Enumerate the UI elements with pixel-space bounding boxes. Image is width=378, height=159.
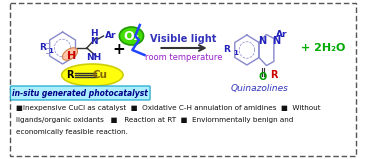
Text: in-situ generated photocatalyst: in-situ generated photocatalyst [12, 89, 148, 97]
Ellipse shape [62, 48, 77, 60]
FancyBboxPatch shape [11, 86, 150, 100]
Text: O₂: O₂ [124, 30, 139, 42]
Text: room temperature: room temperature [145, 52, 222, 62]
Text: R: R [223, 45, 230, 55]
Text: economically feasible reaction.: economically feasible reaction. [16, 129, 128, 135]
Text: N: N [258, 37, 266, 46]
Text: ■Inexpensive CuCl as catalyst  ■  Oxidative C-H annulation of amidines  ■  Witho: ■Inexpensive CuCl as catalyst ■ Oxidativ… [16, 105, 321, 111]
Text: 1: 1 [233, 50, 238, 56]
Text: O: O [259, 73, 267, 83]
Text: NH: NH [87, 53, 102, 62]
Ellipse shape [119, 27, 144, 45]
Text: R: R [66, 70, 74, 80]
Text: R: R [270, 70, 277, 80]
Text: Visible light: Visible light [150, 34, 217, 44]
Text: N: N [272, 35, 280, 45]
Text: ligands/organic oxidants   ■   Reaction at RT  ■  Enviornmentally benign and: ligands/organic oxidants ■ Reaction at R… [16, 117, 293, 123]
Text: + 2H₂O: + 2H₂O [301, 43, 345, 53]
Text: H: H [67, 51, 76, 61]
Text: R: R [39, 44, 46, 52]
Text: Ar: Ar [276, 30, 287, 39]
Text: Cu: Cu [92, 70, 107, 80]
Text: H: H [90, 30, 98, 38]
Text: N: N [90, 37, 98, 45]
Text: 1: 1 [49, 48, 53, 54]
Text: Ar: Ar [105, 31, 117, 41]
Text: +: + [112, 42, 125, 58]
Text: Quinazolines: Quinazolines [231, 83, 289, 93]
Ellipse shape [62, 64, 123, 86]
